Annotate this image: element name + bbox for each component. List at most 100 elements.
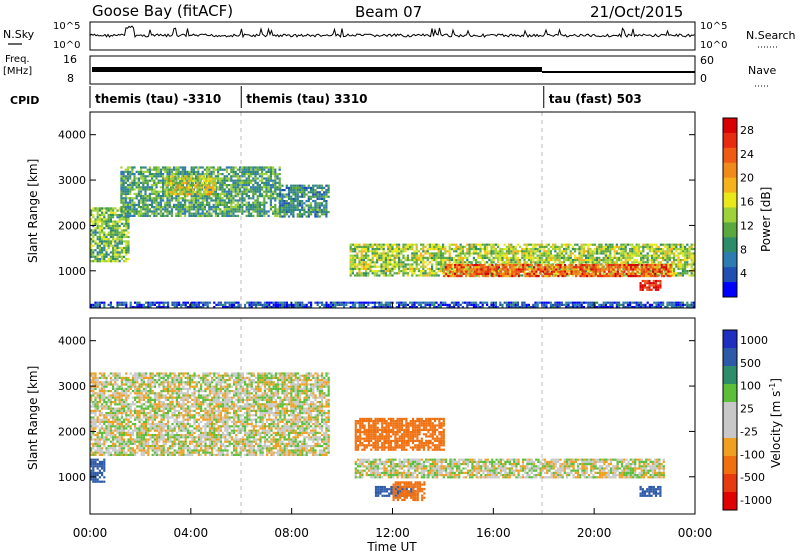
power-cell <box>585 259 588 262</box>
power-cell <box>585 254 588 257</box>
power-cell <box>276 181 279 184</box>
power-cell <box>380 254 383 257</box>
power-cell <box>279 193 282 196</box>
power-cell <box>184 168 187 171</box>
power-cell <box>133 166 136 169</box>
power-cell <box>351 303 354 306</box>
power-cell <box>252 179 255 182</box>
power-cell <box>521 256 524 259</box>
power-cell <box>582 265 585 268</box>
power-cell <box>112 222 115 225</box>
power-cell <box>483 263 486 266</box>
power-cell <box>690 272 693 275</box>
power-cell <box>96 220 99 223</box>
power-cell <box>184 212 187 215</box>
power-cell <box>221 168 224 171</box>
power-cell <box>590 266 593 269</box>
power-cell <box>360 272 363 275</box>
power-cell <box>327 191 330 194</box>
power-cell <box>303 191 306 194</box>
power-cell <box>197 166 200 169</box>
power-cell <box>558 267 561 270</box>
power-cell <box>406 303 409 306</box>
power-cell <box>189 186 192 189</box>
power-cell <box>129 206 132 209</box>
power-cell <box>301 306 304 309</box>
power-cell <box>140 192 143 195</box>
power-cell <box>587 245 590 248</box>
power-cell <box>596 248 599 251</box>
power-cell <box>123 233 126 236</box>
power-cell <box>217 214 220 217</box>
power-cell <box>527 265 530 268</box>
power-cell <box>560 261 563 264</box>
power-cell <box>415 252 418 255</box>
power-cell <box>534 248 537 251</box>
power-cell <box>433 303 436 306</box>
power-cell <box>236 192 239 195</box>
power-cell <box>230 195 233 198</box>
power-cell <box>320 213 324 216</box>
power-cell <box>627 268 630 271</box>
power-cell <box>369 270 372 273</box>
power-cell <box>340 303 343 306</box>
power-cell <box>316 191 319 194</box>
power-cell <box>621 264 624 267</box>
power-cell <box>142 188 145 191</box>
power-cell <box>622 248 625 251</box>
power-cell <box>170 206 173 209</box>
power-cell <box>670 256 673 259</box>
power-cell <box>627 272 630 275</box>
power-cell <box>208 197 211 200</box>
power-cell <box>494 274 497 277</box>
power-cell <box>640 261 643 264</box>
power-cell <box>133 206 136 209</box>
power-cell <box>146 195 149 198</box>
power-cell <box>517 275 520 278</box>
power-cell <box>469 268 472 271</box>
power-cell <box>522 266 525 269</box>
power-cell <box>500 268 503 271</box>
power-cell <box>490 245 493 248</box>
power-cell <box>186 179 189 182</box>
power-cell <box>547 243 550 246</box>
power-cell <box>192 197 195 200</box>
power-cell <box>177 175 180 178</box>
power-cell <box>318 306 321 309</box>
power-cell <box>298 200 302 203</box>
power-cell <box>309 189 313 192</box>
power-cell <box>675 265 678 268</box>
power-cell <box>272 179 275 182</box>
power-cell <box>157 173 160 176</box>
power-cell <box>114 251 117 254</box>
power-cell <box>239 179 242 182</box>
power-cell <box>461 259 464 262</box>
power-cell <box>201 173 204 176</box>
power-cell <box>177 206 180 209</box>
power-cell <box>560 250 563 253</box>
power-cell <box>127 257 130 261</box>
power-cell <box>664 274 667 277</box>
power-cell <box>298 208 302 211</box>
power-cell <box>622 250 625 253</box>
power-cell <box>646 256 649 259</box>
power-cell <box>198 188 201 191</box>
power-cell <box>493 268 496 271</box>
power-cell <box>214 190 217 193</box>
power-cell <box>632 270 635 273</box>
power-cell <box>173 168 176 171</box>
power-cell <box>125 216 128 219</box>
power-cell <box>214 210 217 213</box>
power-cell <box>629 268 633 271</box>
power-cell <box>258 184 261 187</box>
power-cell <box>232 201 235 204</box>
power-cell <box>587 270 590 273</box>
power-cell <box>505 252 508 255</box>
power-cell <box>519 259 522 262</box>
power-cell <box>655 254 658 257</box>
power-cell <box>572 272 575 275</box>
power-cell <box>404 245 407 248</box>
power-cell <box>109 229 112 232</box>
power-cell <box>437 306 440 309</box>
power-cell <box>478 270 481 273</box>
